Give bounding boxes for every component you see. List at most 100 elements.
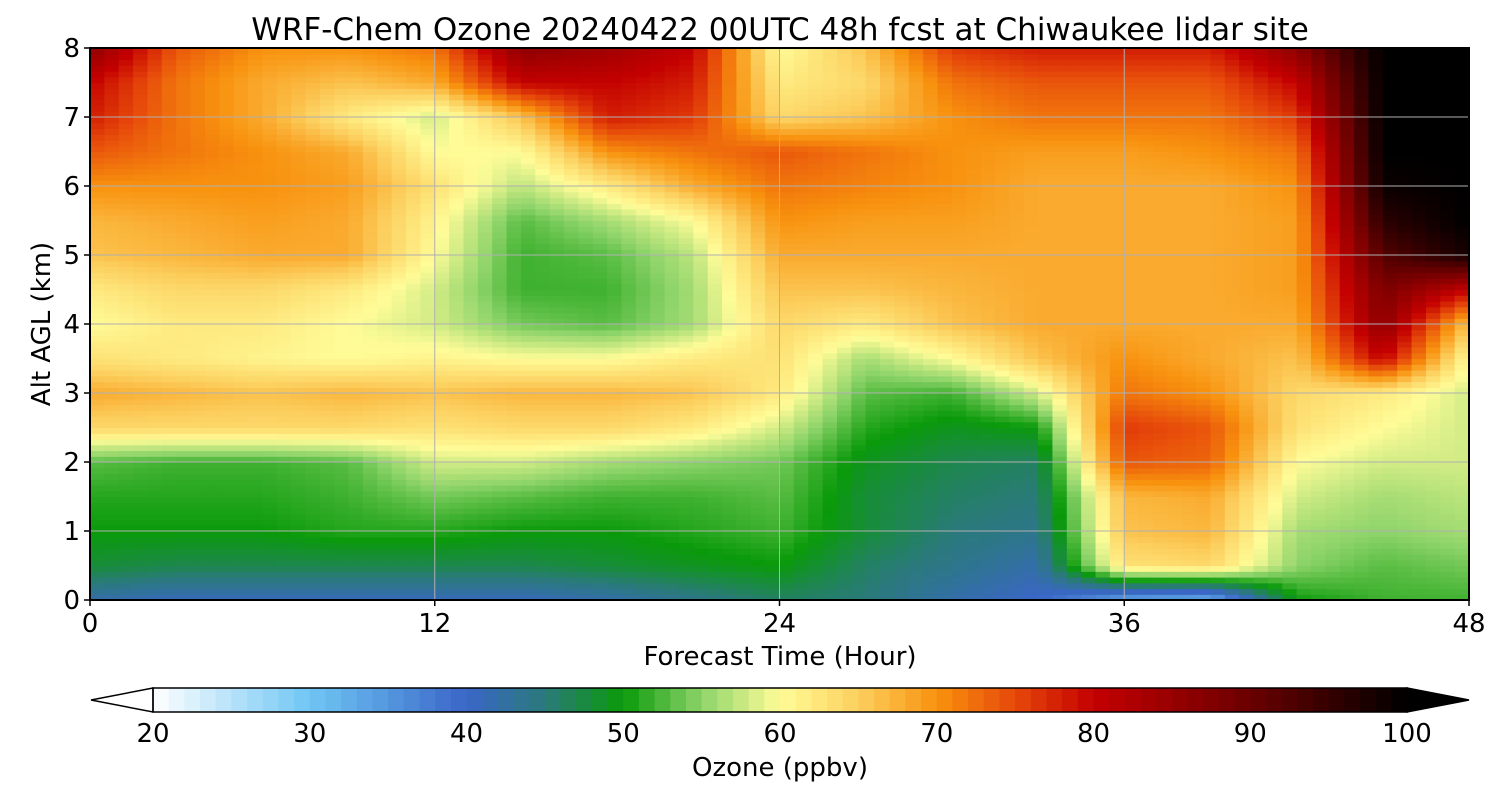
heatmap-cell [1081,364,1097,371]
heatmap-cell [1397,531,1413,538]
heatmap-cell [693,381,709,388]
heatmap-cell [535,370,551,377]
heatmap-cell [1124,404,1140,411]
heatmap-cell [1440,370,1456,377]
heatmap-cell [722,467,737,475]
heatmap-cell [1181,502,1197,509]
heatmap-cell [1196,335,1212,342]
heatmap-cell [1454,513,1470,521]
heatmap-cell [750,519,766,526]
heatmap-cell [1124,490,1140,498]
heatmap-cell [262,496,278,503]
heatmap-cell [362,427,378,434]
heatmap-cell [535,312,551,319]
heatmap-cell [248,588,263,595]
heatmap-cell [362,490,378,498]
heatmap-cell [1224,433,1240,440]
heatmap-cell [449,536,465,544]
heatmap-cell [104,416,120,423]
heatmap-cell [851,410,867,417]
heatmap-cell [1109,456,1125,463]
heatmap-cell [707,387,723,394]
heatmap-cell [1267,375,1283,383]
heatmap-cell [966,410,982,417]
heatmap-cell [966,364,982,371]
heatmap-cell [190,387,206,394]
heatmap-cell [1109,548,1125,555]
heatmap-cell [1023,467,1039,475]
heatmap-cell [750,358,766,365]
heatmap-cell [1081,375,1097,383]
heatmap-cell [420,404,436,411]
heatmap-cell [118,324,134,331]
heatmap-cell [1095,433,1111,440]
heatmap-cell [923,324,939,331]
heatmap-cell [118,479,134,486]
heatmap-cell [937,347,953,354]
heatmap-cell [204,485,220,492]
heatmap-cell [578,387,594,394]
heatmap-cell [1310,439,1326,446]
heatmap-cell [607,513,623,521]
heatmap-cell [520,329,536,337]
heatmap-cell [937,588,953,595]
heatmap-cell [793,594,809,601]
heatmap-cell [1095,565,1111,572]
heatmap-cell [1310,548,1326,555]
heatmap-cell [434,375,450,383]
heatmap-cell [678,594,694,601]
heatmap-cell [1339,519,1355,526]
heatmap-cell [937,295,953,302]
heatmap-cell [808,421,824,429]
heatmap-cell [161,536,177,544]
heatmap-cell [492,479,508,486]
heatmap-cell [722,479,737,486]
heatmap-cell [118,335,134,342]
heatmap-cell [607,571,623,578]
heatmap-cell [506,393,522,400]
heatmap-cell [463,324,479,331]
heatmap-cell [1081,588,1097,595]
heatmap-cell [923,594,939,601]
heatmap-cell [492,375,508,383]
heatmap-cell [678,381,694,388]
heatmap-cell [1397,588,1413,595]
heatmap-cell [362,404,378,411]
heatmap-cell [377,508,393,515]
heatmap-cell [492,289,508,296]
heatmap-cell [836,433,852,440]
heatmap-cell [937,358,953,365]
heatmap-cell [650,577,666,584]
heatmap-cell [1224,508,1240,515]
heatmap-cell [90,347,105,354]
heatmap-cell [204,513,220,521]
heatmap-cell [463,421,479,429]
heatmap-cell [219,370,235,377]
heatmap-cell [1109,496,1125,503]
heatmap-cell [1095,450,1111,457]
heatmap-cell [722,427,737,434]
heatmap-cell [836,329,852,337]
heatmap-cell [750,513,766,521]
heatmap-cell [908,479,924,486]
heatmap-cell [406,324,421,331]
heatmap-cell [1196,347,1212,354]
heatmap-cell [1009,450,1025,457]
heatmap-cell [492,485,508,492]
heatmap-cell [291,479,307,486]
heatmap-cell [434,490,450,498]
heatmap-cell [161,548,177,555]
heatmap-cell [348,444,364,452]
heatmap-cell [908,352,924,360]
heatmap-cell [449,410,465,417]
heatmap-cell [1224,375,1240,383]
heatmap-cell [348,588,364,595]
heatmap-cell [736,525,752,532]
heatmap-cell [1411,427,1427,434]
heatmap-cell [434,439,450,446]
heatmap-cell [1023,421,1039,429]
heatmap-cell [836,513,852,521]
heatmap-cell [377,571,393,578]
heatmap-cell [1325,594,1341,601]
heatmap-cell [1181,433,1197,440]
